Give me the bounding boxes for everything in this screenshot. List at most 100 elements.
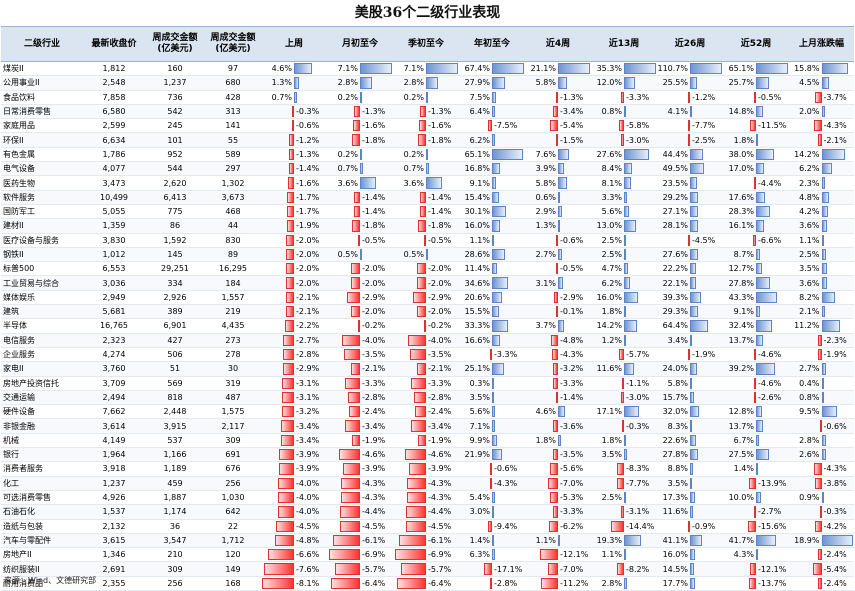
- industry-name: 标普500: [1, 261, 83, 277]
- turnover-amount: 459: [145, 476, 205, 491]
- data-bar: [690, 105, 692, 118]
- data-bar: [690, 363, 697, 375]
- data-bar: [752, 234, 756, 246]
- turnover-amount: 818: [145, 390, 205, 406]
- pct-value: 8.8%: [667, 464, 688, 474]
- pct-cell: 4.3%: [723, 547, 789, 563]
- pct-cell: -4.0%: [393, 333, 459, 348]
- data-bar: [748, 520, 756, 532]
- pct-cell: 1.4%: [723, 461, 789, 477]
- turnover-amount: 676: [205, 461, 261, 477]
- data-bar: [821, 291, 836, 304]
- pct-value: 17.3%: [662, 493, 688, 503]
- pct-cell: 12.8%: [723, 404, 789, 420]
- pct-value: -1.3%: [560, 92, 584, 102]
- industry-name: 食品饮料: [1, 90, 83, 105]
- data-bar: [821, 277, 828, 289]
- pct-value: 0.4%: [799, 378, 820, 388]
- close-price: 1,359: [83, 218, 145, 234]
- pct-value: 5.8%: [535, 178, 556, 188]
- turnover-amount: 589: [205, 147, 261, 163]
- pct-cell: 16.8%: [459, 161, 525, 177]
- pct-value: -3.1%: [296, 392, 320, 402]
- data-bar: [285, 291, 294, 304]
- pct-value: -4.5%: [692, 235, 716, 245]
- table-row: 化工 1,237 459 256 -4.0% -4.3% -4.3% -4.3% -7.0% -7…: [1, 476, 854, 491]
- pct-value: -2.7%: [758, 507, 782, 517]
- pct-cell: 0.7%: [261, 90, 327, 105]
- pct-value: -4.4%: [428, 507, 452, 517]
- pct-value: 22.1%: [662, 278, 688, 288]
- pct-cell: 2.0%: [789, 104, 854, 120]
- data-bar: [756, 163, 765, 175]
- pct-cell: -1.8%: [327, 218, 393, 234]
- pct-value: -12.1%: [560, 550, 589, 560]
- turnover-amount: 3,673: [205, 190, 261, 205]
- pct-value: 9.1%: [733, 307, 754, 317]
- data-bar: [553, 377, 558, 389]
- data-bar: [821, 363, 826, 375]
- data-bar: [624, 406, 640, 418]
- pct-cell: -6.1%: [327, 533, 393, 549]
- pct-value: -0.3%: [296, 107, 320, 117]
- pct-value: -3.7%: [823, 92, 847, 102]
- pct-cell: -2.0%: [261, 275, 327, 291]
- pct-cell: 14.5%: [657, 561, 723, 577]
- pct-value: 27.9%: [464, 78, 490, 88]
- pct-cell: -2.1%: [393, 361, 459, 377]
- pct-value: 34.6%: [464, 278, 490, 288]
- data-bar: [756, 434, 760, 447]
- industry-name: 可选消费零售: [1, 490, 83, 506]
- pct-cell: 13.7%: [723, 333, 789, 348]
- pct-value: -5.4%: [560, 121, 584, 131]
- pct-value: -2.1%: [823, 135, 847, 145]
- pct-cell: 27.6%: [657, 247, 723, 263]
- pct-cell: -2.8%: [459, 576, 525, 591]
- data-bar: [410, 348, 426, 361]
- pct-value: 6.2%: [601, 278, 622, 288]
- pct-cell: 1.1%: [525, 533, 591, 549]
- pct-value: -1.9%: [428, 435, 452, 445]
- turnover-amount: 775: [145, 204, 205, 220]
- pct-cell: 7.1%: [459, 418, 525, 434]
- data-bar: [687, 120, 690, 132]
- pct-cell: -2.1%: [261, 304, 327, 320]
- close-price: 2,323: [83, 333, 145, 348]
- data-bar: [618, 120, 624, 132]
- table-row: 煤炭II 1,812 160 97 4.6% 7.1% 7.1% 67.4% 21.1% 35.3…: [1, 61, 854, 77]
- pct-value: 2.7%: [799, 364, 820, 374]
- pct-cell: 0.4%: [789, 376, 854, 391]
- data-bar: [821, 77, 829, 89]
- data-bar: [285, 306, 294, 318]
- pct-value: -4.3%: [362, 493, 386, 503]
- pct-cell: -3.7%: [789, 90, 854, 105]
- turnover-amount: 428: [205, 90, 261, 105]
- data-bar: [492, 191, 500, 203]
- pct-value: -5.7%: [428, 564, 452, 574]
- pct-cell: 41.1%: [657, 533, 723, 549]
- pct-value: 6.2%: [469, 135, 490, 145]
- pct-value: -3.3%: [626, 92, 650, 102]
- pct-value: -6.6%: [296, 550, 320, 560]
- pct-cell: 67.4%: [459, 61, 525, 77]
- pct-value: 0.9%: [799, 493, 820, 503]
- column-header: 上周: [261, 26, 327, 62]
- data-bar: [340, 477, 360, 489]
- data-bar: [624, 220, 636, 232]
- data-bar: [821, 63, 848, 75]
- pct-value: -4.0%: [296, 507, 320, 517]
- pct-value: 8.1%: [601, 178, 622, 188]
- pct-cell: -2.4%: [789, 576, 854, 591]
- industry-name: 软件服务: [1, 190, 83, 205]
- close-price: 1,812: [83, 61, 145, 77]
- pct-cell: 3.9%: [525, 161, 591, 177]
- pct-cell: -13.7%: [723, 576, 789, 591]
- pct-value: -1.8%: [362, 221, 386, 231]
- pct-cell: -4.4%: [723, 175, 789, 191]
- data-bar: [690, 391, 695, 404]
- pct-cell: 17.0%: [723, 161, 789, 177]
- pct-cell: 3.6%: [789, 275, 854, 291]
- pct-value: 5.6%: [601, 207, 622, 217]
- pct-value: 2.5%: [601, 235, 622, 245]
